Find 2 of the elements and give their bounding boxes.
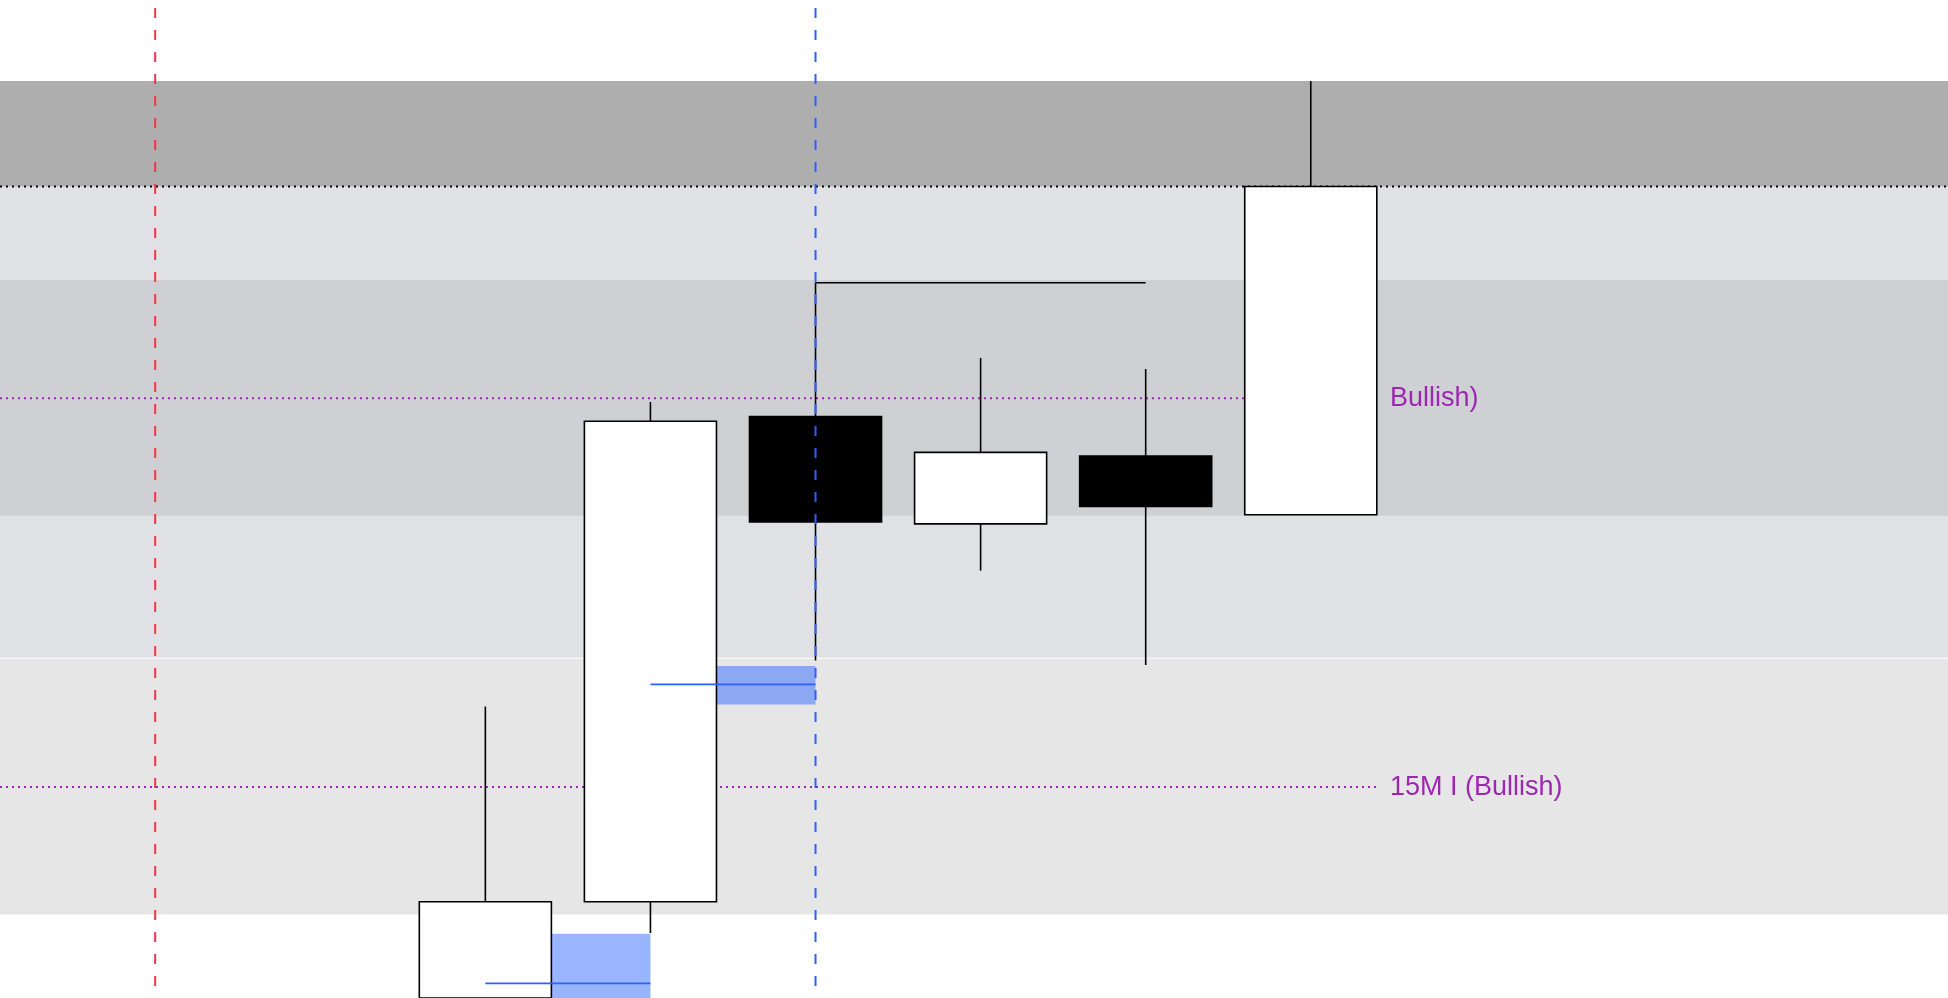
ref-line-label: 15M I (Bullish): [1390, 771, 1563, 802]
ref-line-label: Bullish): [1390, 382, 1479, 413]
